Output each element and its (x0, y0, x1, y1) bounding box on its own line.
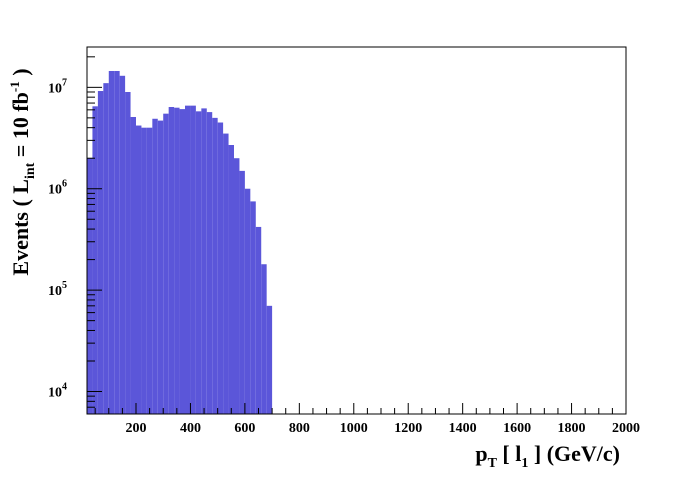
x-axis-title: pT [ l1 ] (GeV/c) (475, 441, 620, 471)
histogram-bar (234, 158, 240, 414)
histogram-bar (228, 145, 234, 414)
x-tick-label: 600 (234, 421, 255, 436)
histogram-bar (266, 305, 273, 414)
y-tick-label-exponent: 5 (62, 280, 67, 291)
histogram-bar (108, 70, 115, 415)
histogram-bar (157, 120, 164, 414)
y-axis-title-lead: Events ( L (8, 179, 33, 276)
y-tick-label-base: 10 (48, 81, 62, 96)
histogram-bar (141, 127, 147, 414)
bars-layer (87, 70, 273, 415)
y-axis-title-mid: = 10 fb (8, 92, 33, 163)
histogram-bar (250, 201, 256, 414)
y-tick-label-base: 10 (48, 284, 62, 299)
x-axis-title-main-sub: T (488, 456, 498, 471)
x-tick-label: 1000 (340, 421, 368, 436)
plot-border (86, 46, 627, 415)
histogram-bar (163, 113, 169, 415)
histogram-bar (201, 108, 207, 414)
x-tick-label: 800 (289, 421, 310, 436)
histogram-bar (261, 264, 267, 414)
x-tick-label: 1200 (394, 421, 422, 436)
x-tick-label: 1600 (503, 421, 531, 436)
y-tick-label-base: 10 (48, 386, 62, 401)
histogram-bar (103, 83, 109, 415)
histogram-bar (179, 109, 185, 415)
axis-ticks (87, 56, 627, 415)
histogram-bar (97, 91, 104, 415)
y-axis-title-tail: ) (8, 68, 33, 81)
histogram-bar (195, 111, 202, 414)
x-axis-title-rest-sub: 1 (521, 456, 528, 471)
x-axis-title-rest: [ l (497, 441, 521, 466)
histogram-bar (119, 75, 126, 414)
histogram-bar (239, 170, 245, 414)
histogram-bar (87, 158, 93, 414)
plot-frame (86, 46, 627, 415)
x-tick-label: 400 (180, 421, 201, 436)
histogram-bar (152, 118, 158, 414)
histogram-bar (168, 107, 175, 414)
tick-labels: 200 400 600 800 1000 1200 1400 1600 1800 20001041… (48, 77, 640, 436)
histogram-bar (125, 91, 131, 415)
y-tick-label-exponent: 7 (62, 77, 67, 88)
y-tick-label-base: 10 (48, 183, 62, 198)
x-tick-label: 1400 (449, 421, 477, 436)
y-tick-label: 106 (48, 179, 67, 198)
histogram-bar (255, 226, 262, 414)
y-axis-title-mid-sup: -1 (7, 81, 22, 92)
histogram-bar (217, 122, 224, 414)
x-tick-label: 200 (126, 421, 147, 436)
histogram-bar (92, 106, 98, 414)
histogram-bar (130, 116, 136, 415)
x-tick-label: 2000 (612, 421, 640, 436)
histogram-bar (114, 70, 120, 415)
histogram-bar (212, 117, 218, 415)
histogram-bar (185, 105, 191, 414)
histogram-bar (206, 112, 213, 414)
y-axis-title: Events ( Lint = 10 fb-1 ) (7, 68, 38, 275)
histogram-bar (244, 188, 251, 414)
y-tick-label: 107 (48, 77, 67, 96)
histogram-bar (174, 107, 180, 414)
x-tick-label: 1800 (558, 421, 586, 436)
histogram-bar (136, 125, 142, 414)
y-tick-label: 105 (48, 280, 67, 299)
y-tick-label: 104 (48, 382, 67, 401)
histogram-bar (146, 127, 153, 414)
y-tick-label-exponent: 6 (62, 179, 67, 190)
x-axis-title-main: p (475, 441, 487, 466)
histogram-bar (190, 105, 196, 414)
y-tick-label-exponent: 4 (62, 382, 67, 393)
y-axis-title-lead-sub: int (23, 162, 38, 179)
histogram-bar (223, 133, 229, 414)
x-axis-title-tail: ] (GeV/c) (528, 441, 620, 466)
